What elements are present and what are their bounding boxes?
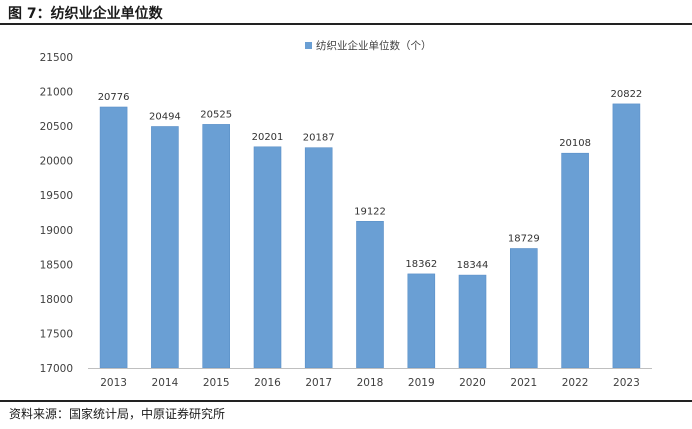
bar — [304, 147, 333, 369]
data-label: 20525 — [200, 109, 232, 120]
y-tick-label: 17000 — [40, 363, 73, 375]
data-label: 18362 — [405, 259, 437, 270]
bar — [99, 106, 128, 369]
y-tick-label: 18500 — [40, 259, 73, 271]
x-tick-label: 2016 — [254, 377, 281, 389]
bar — [356, 221, 384, 369]
bar — [612, 103, 641, 369]
x-tick-label: 2021 — [510, 377, 537, 389]
x-tick-label: 2018 — [357, 377, 384, 389]
y-tick-label: 20000 — [40, 156, 73, 168]
x-axis: 2013 2014 2015 2016 2017 2018 2019 2020 2021 2022… — [88, 368, 652, 389]
bar — [151, 126, 179, 369]
bar — [509, 248, 538, 369]
data-label: 20822 — [610, 89, 642, 100]
bar — [407, 273, 436, 369]
data-labels: 20776 20494 20525 20201 20187 19122 18362 18344… — [98, 89, 643, 271]
legend-swatch — [305, 42, 312, 49]
data-label: 20187 — [303, 133, 335, 144]
x-tick-label: 2022 — [562, 377, 589, 389]
chart-legend: 纺织业企业单位数（个） — [305, 39, 432, 52]
x-tick-label: 2014 — [152, 377, 179, 389]
source-note: 资料来源：国家统计局，中原证券研究所 — [9, 407, 226, 421]
y-tick-label: 21500 — [40, 52, 73, 64]
x-tick-label: 2020 — [459, 377, 486, 389]
top-rule — [0, 23, 692, 25]
data-label: 20108 — [559, 138, 591, 149]
y-tick-label: 20500 — [40, 121, 73, 133]
bar — [458, 274, 487, 369]
x-tick-label: 2023 — [613, 377, 640, 389]
data-label: 20776 — [98, 92, 130, 103]
data-label: 18729 — [508, 234, 540, 245]
data-label: 19122 — [354, 206, 386, 217]
x-tick-label: 2013 — [100, 377, 127, 389]
figure-title: 图 7：纺织业企业单位数 — [8, 6, 163, 22]
y-tick-label: 18000 — [40, 294, 73, 306]
bar — [202, 124, 230, 369]
y-tick-label: 19000 — [40, 225, 73, 237]
x-tick-label: 2015 — [203, 377, 230, 389]
bottom-rule — [0, 400, 692, 402]
x-tick-label: 2017 — [305, 377, 332, 389]
data-label: 20201 — [252, 132, 284, 143]
x-tick-label: 2019 — [408, 377, 435, 389]
y-tick-label: 21000 — [40, 87, 73, 99]
data-label: 20494 — [149, 112, 181, 123]
bar — [561, 152, 589, 369]
y-tick-label: 17500 — [40, 328, 73, 340]
bar — [253, 146, 282, 369]
data-label: 18344 — [457, 260, 489, 271]
legend-label: 纺织业企业单位数（个） — [316, 39, 432, 52]
bars — [99, 103, 641, 369]
y-axis: 17000 17500 18000 18500 19000 19500 20000 20500… — [40, 52, 73, 375]
y-tick-label: 19500 — [40, 190, 73, 202]
